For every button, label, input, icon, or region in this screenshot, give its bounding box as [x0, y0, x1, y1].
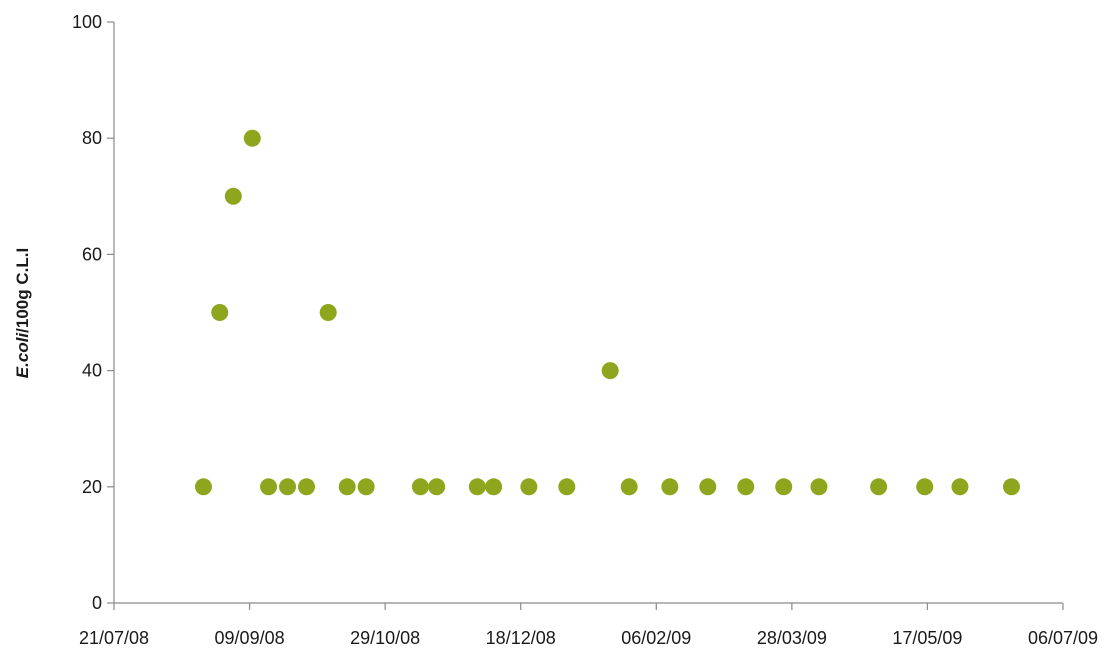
- data-point: [810, 478, 828, 496]
- x-tick-label: 29/10/08: [350, 628, 420, 648]
- data-point: [520, 478, 538, 496]
- y-axis-ticks: 0 20 40 60 80 100: [72, 12, 114, 613]
- data-point: [224, 187, 242, 205]
- data-point: [357, 478, 375, 496]
- y-tick-label: 100: [72, 12, 102, 32]
- data-point: [1002, 478, 1020, 496]
- data-point: [775, 478, 793, 496]
- y-tick-label: 40: [82, 361, 102, 381]
- data-point: [485, 478, 503, 496]
- y-axis-title-italic: E.coli: [13, 332, 32, 379]
- data-point: [737, 478, 755, 496]
- y-axis-title-rest: /100g C.L.I: [13, 248, 32, 333]
- y-tick-label: 20: [82, 477, 102, 497]
- y-axis-title-group: E.coli/100g C.L.I: [13, 248, 32, 378]
- data-point: [428, 478, 446, 496]
- axes: [113, 22, 1063, 604]
- data-point: [870, 478, 888, 496]
- x-tick-label: 09/09/08: [215, 628, 285, 648]
- data-point: [243, 129, 261, 147]
- y-axis-title: E.coli/100g C.L.I: [13, 248, 32, 378]
- x-tick-label: 18/12/08: [486, 628, 556, 648]
- data-points: [194, 129, 1020, 496]
- data-point: [319, 304, 337, 321]
- data-point: [468, 478, 486, 496]
- data-point: [211, 304, 229, 321]
- x-axis-ticks: 21/07/08 09/09/08 29/10/08 18/12/08 06/02/09…: [79, 603, 1098, 648]
- data-point: [661, 478, 679, 496]
- data-point: [916, 478, 934, 496]
- data-point: [411, 478, 429, 496]
- data-point: [338, 478, 356, 496]
- x-tick-label: 28/03/09: [757, 628, 827, 648]
- data-point: [194, 478, 212, 496]
- x-tick-label: 21/07/08: [79, 628, 149, 648]
- data-point: [260, 478, 278, 496]
- x-tick-label: 17/05/09: [892, 628, 962, 648]
- data-point: [558, 478, 576, 496]
- data-point: [279, 478, 297, 496]
- y-tick-label: 60: [82, 244, 102, 264]
- y-tick-label: 80: [82, 128, 102, 148]
- data-point: [699, 478, 717, 496]
- x-tick-label: 06/07/09: [1028, 628, 1098, 648]
- data-point: [951, 478, 969, 496]
- data-point: [620, 478, 638, 496]
- data-point: [298, 478, 316, 496]
- y-tick-label: 0: [92, 593, 102, 613]
- data-point: [601, 362, 619, 380]
- x-tick-label: 06/02/09: [621, 628, 691, 648]
